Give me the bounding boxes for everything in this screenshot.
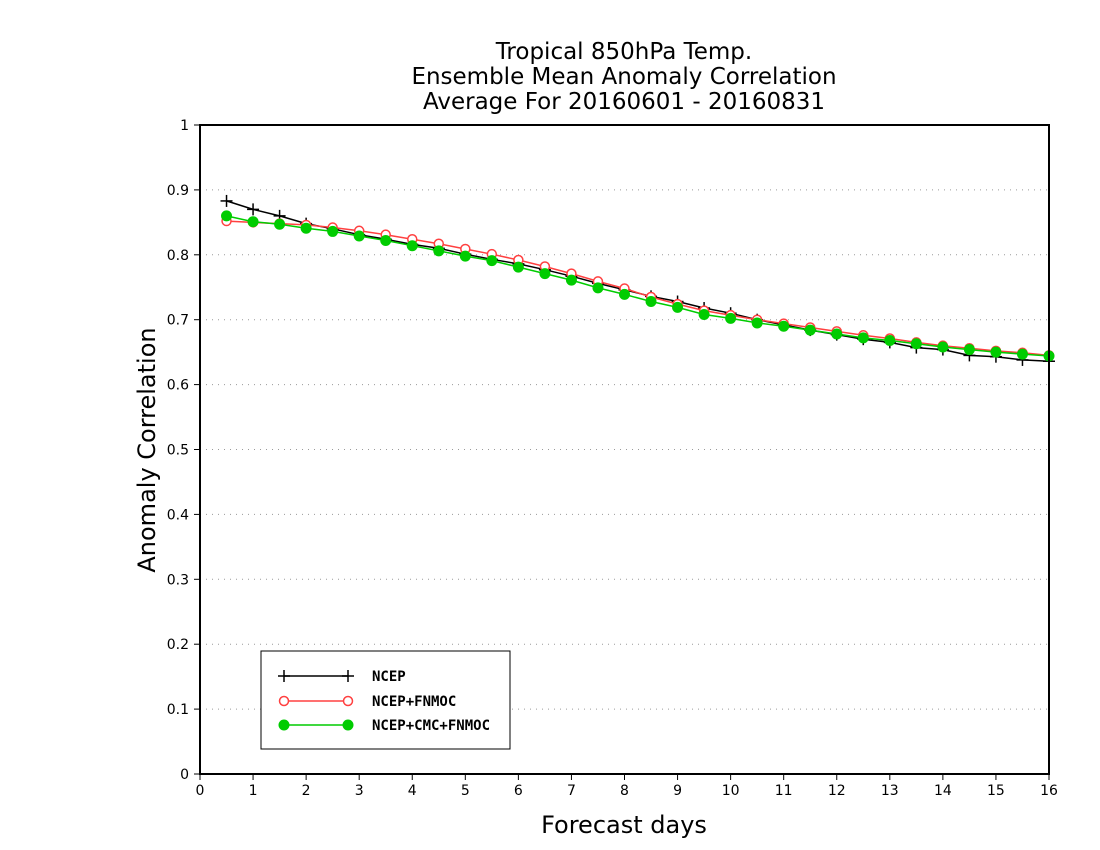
y-tick-label: 0.3 bbox=[167, 572, 189, 588]
data-point bbox=[486, 255, 498, 267]
data-point bbox=[512, 261, 524, 273]
x-tick-label: 13 bbox=[881, 783, 899, 799]
legend-marker bbox=[278, 719, 290, 731]
legend-label: NCEP+CMC+FNMOC bbox=[372, 718, 490, 734]
data-point bbox=[300, 222, 312, 234]
legend-marker bbox=[278, 695, 290, 707]
data-point bbox=[221, 210, 233, 222]
title-line-1: Tropical 850hPa Temp. bbox=[495, 39, 752, 65]
data-point bbox=[990, 346, 1002, 358]
y-tick-label: 0.7 bbox=[167, 313, 189, 329]
legend-marker bbox=[342, 670, 354, 682]
data-point bbox=[884, 334, 896, 346]
data-point bbox=[645, 296, 657, 308]
data-point bbox=[857, 332, 869, 344]
legend-marker bbox=[342, 719, 354, 731]
data-point bbox=[963, 344, 975, 356]
series-line bbox=[226, 200, 1050, 362]
grid-lines bbox=[200, 189, 1049, 710]
x-tick-label: 8 bbox=[620, 783, 629, 799]
series-ncep-fnmoc bbox=[221, 215, 1055, 361]
legend: NCEP NCEP+FNMOC NCEP+CMC+FNMOC bbox=[260, 650, 511, 750]
y-axis-label: Anomaly Correlation bbox=[133, 327, 161, 572]
x-tick-label: 1 bbox=[249, 783, 258, 799]
data-point bbox=[831, 328, 843, 340]
y-tick-label: 0.1 bbox=[167, 702, 189, 718]
x-tick-label: 3 bbox=[355, 783, 364, 799]
data-point bbox=[459, 250, 471, 262]
x-tick-label: 16 bbox=[1040, 783, 1058, 799]
chart-title: Tropical 850hPa Temp. Ensemble Mean Anom… bbox=[411, 39, 836, 115]
data-point bbox=[220, 194, 233, 207]
x-tick-label: 10 bbox=[722, 783, 740, 799]
series-line bbox=[226, 220, 1050, 357]
series-ncep-cmc-fnmoc bbox=[221, 210, 1055, 362]
data-point bbox=[937, 341, 949, 353]
y-tick-label: 0 bbox=[180, 767, 189, 783]
data-point bbox=[592, 282, 604, 294]
series-ncep bbox=[220, 194, 1055, 368]
series-layer bbox=[220, 194, 1055, 368]
x-tick-label: 15 bbox=[987, 783, 1005, 799]
data-point bbox=[751, 317, 763, 329]
x-tick-label: 2 bbox=[302, 783, 311, 799]
x-tick-label: 14 bbox=[934, 783, 952, 799]
y-tick-label: 0.4 bbox=[167, 507, 189, 523]
data-point bbox=[353, 230, 365, 242]
legend-marker bbox=[342, 695, 354, 707]
x-tick-label: 6 bbox=[514, 783, 523, 799]
data-point bbox=[804, 324, 816, 336]
data-point bbox=[274, 218, 286, 230]
x-tick-label: 0 bbox=[196, 783, 205, 799]
y-tick-label: 0.6 bbox=[167, 378, 189, 394]
title-line-2: Ensemble Mean Anomaly Correlation bbox=[411, 64, 836, 90]
data-point bbox=[539, 268, 551, 280]
data-point bbox=[672, 301, 684, 313]
data-point bbox=[565, 274, 577, 286]
data-point bbox=[725, 312, 737, 324]
data-point bbox=[698, 309, 710, 321]
x-axis-ticks: 0 1 2 3 4 5 6 7 8 9 10 11 12 13 14 15 16 bbox=[196, 774, 1058, 799]
y-tick-label: 0.8 bbox=[167, 248, 189, 264]
x-tick-label: 12 bbox=[828, 783, 846, 799]
data-point bbox=[910, 338, 922, 350]
legend-label: NCEP+FNMOC bbox=[372, 694, 456, 710]
data-point bbox=[380, 235, 392, 247]
x-tick-label: 7 bbox=[567, 783, 576, 799]
y-tick-label: 0.9 bbox=[167, 183, 189, 199]
data-point bbox=[1016, 348, 1028, 360]
x-tick-label: 9 bbox=[673, 783, 682, 799]
x-tick-label: 5 bbox=[461, 783, 470, 799]
legend-box bbox=[260, 650, 511, 750]
y-tick-label: 0.2 bbox=[167, 637, 189, 653]
series-line bbox=[226, 215, 1050, 357]
legend-entry: NCEP bbox=[278, 669, 406, 685]
x-tick-label: 4 bbox=[408, 783, 417, 799]
legend-marker bbox=[278, 670, 290, 682]
y-tick-label: 1 bbox=[180, 118, 189, 134]
legend-label: NCEP bbox=[372, 669, 406, 685]
legend-entry: NCEP+FNMOC bbox=[278, 694, 456, 710]
data-point bbox=[406, 240, 418, 252]
data-point bbox=[619, 288, 630, 300]
x-axis-label: Forecast days bbox=[541, 811, 707, 839]
data-point bbox=[433, 245, 445, 257]
data-point bbox=[247, 216, 259, 228]
title-line-3: Average For 20160601 - 20160831 bbox=[423, 89, 825, 115]
y-tick-label: 0.5 bbox=[167, 443, 189, 459]
y-axis-ticks: 0 0.1 0.2 0.3 0.4 0.5 0.6 0.7 0.8 0.9 1 bbox=[167, 118, 200, 783]
data-point bbox=[778, 320, 790, 332]
data-point bbox=[327, 225, 339, 237]
data-point bbox=[247, 203, 260, 216]
x-tick-label: 11 bbox=[775, 783, 793, 799]
legend-entry: NCEP+CMC+FNMOC bbox=[278, 718, 490, 734]
